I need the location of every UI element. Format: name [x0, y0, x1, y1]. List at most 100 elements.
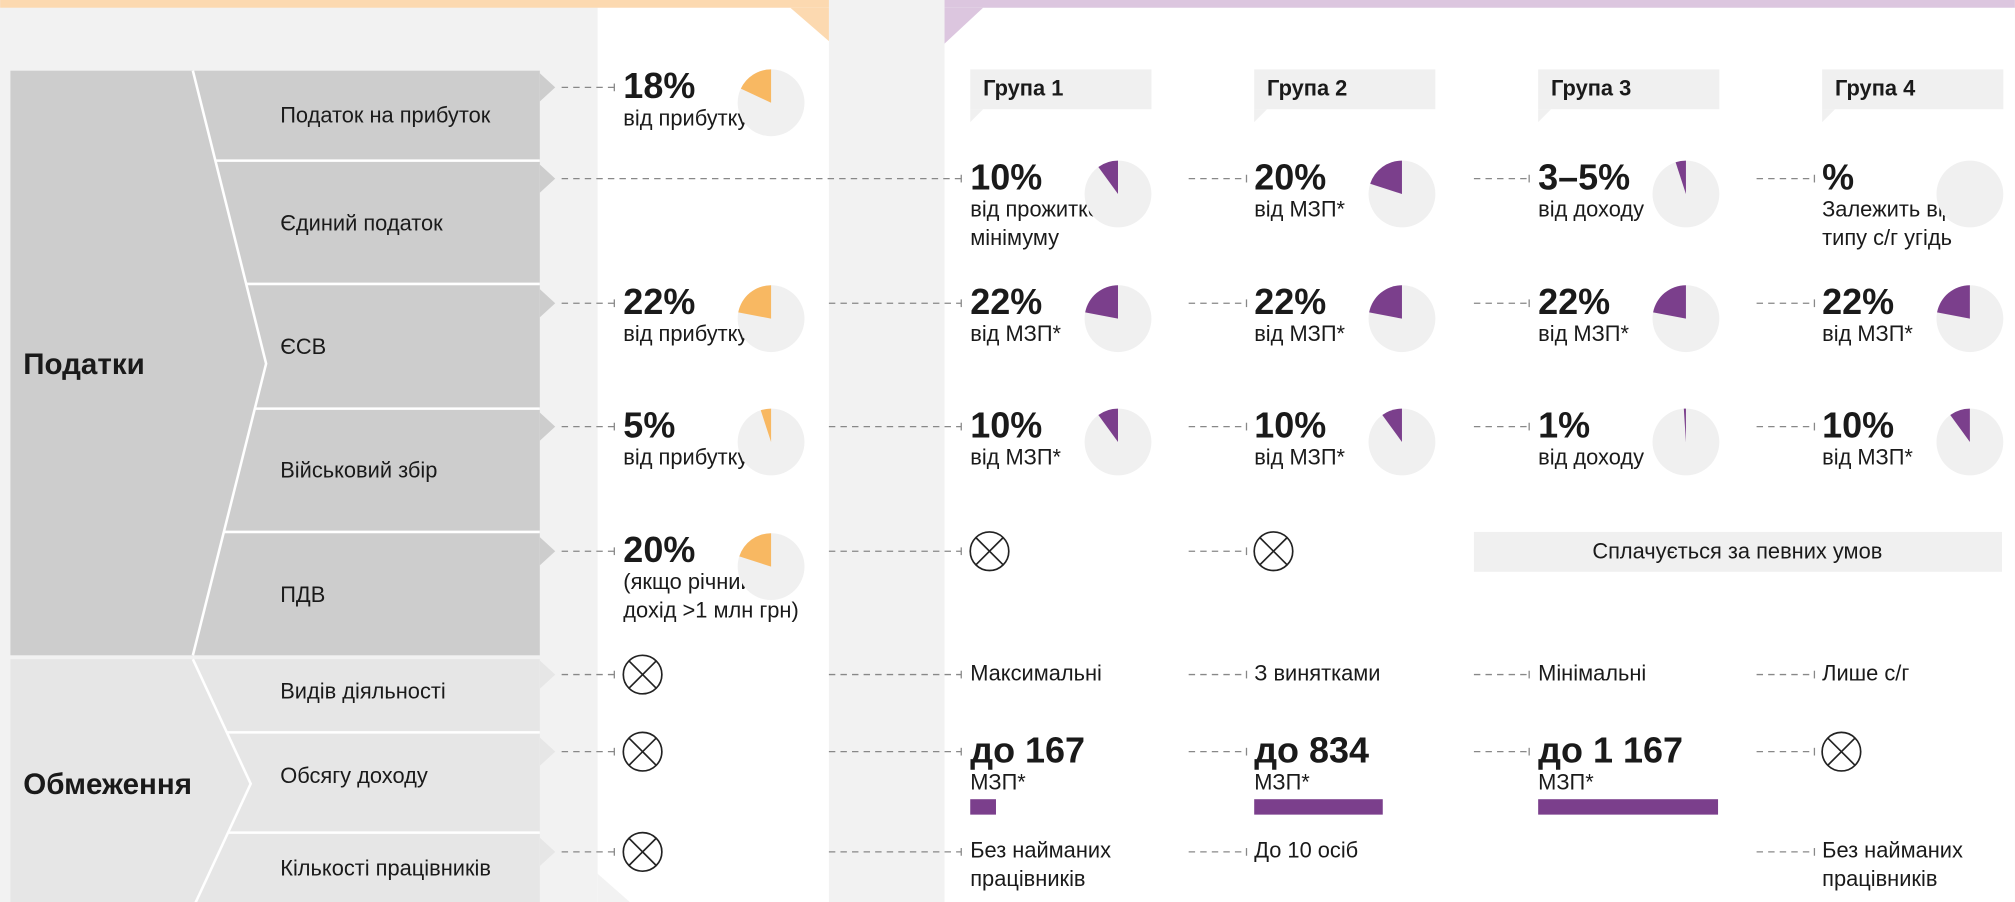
limits-block [10, 659, 540, 902]
group-header: Група 4 [1835, 76, 1916, 101]
pie-background [1652, 408, 1720, 476]
note-text: від МЗП* [970, 444, 1061, 469]
row-anchor [539, 412, 556, 441]
pie-slice [1098, 160, 1119, 195]
bar [970, 799, 996, 815]
pie-slice [1675, 160, 1686, 195]
value-label: % [1822, 156, 1854, 197]
value-label: до 1 167 [1538, 729, 1683, 770]
value-label: 10% [1254, 404, 1326, 445]
group-header: Група 2 [1267, 76, 1347, 101]
note-text: Максимальні [970, 660, 1102, 685]
row-anchor [539, 73, 556, 102]
note-text: від МЗП* [1822, 444, 1913, 469]
bar [1254, 799, 1383, 815]
pie-slice [1653, 285, 1686, 319]
value-label: 3–5% [1538, 156, 1630, 197]
note-text: від прибутку [623, 321, 748, 346]
group-header-box [1254, 69, 1436, 110]
row-label: Кількості працівників [280, 856, 491, 881]
not-applicable-icon [622, 731, 663, 772]
value-label: до 167 [970, 729, 1085, 770]
orange-bar [0, 0, 829, 8]
row-label: Податок на прибуток [280, 103, 490, 128]
group-header-tail [1254, 109, 1268, 123]
value-label: до 834 [1254, 729, 1369, 770]
value-label: 20% [1254, 156, 1326, 197]
not-applicable-icon [628, 737, 657, 766]
row-label: Єдиний податок [280, 211, 443, 236]
pie-background [1652, 160, 1720, 228]
pie-slice [1369, 285, 1402, 319]
value-label: 22% [1822, 281, 1894, 322]
value-label: 10% [1822, 404, 1894, 445]
group-header: Група 1 [983, 76, 1063, 101]
section-label: Обмеження [23, 768, 192, 801]
pie-slice [1382, 408, 1402, 443]
taxes-block [10, 70, 540, 656]
row-label: ПДВ [280, 582, 325, 607]
note-text: типу с/г угідь [1822, 225, 1952, 250]
row-anchor [539, 660, 556, 689]
note-text: від прибутку [623, 444, 748, 469]
not-applicable-icon [622, 831, 663, 872]
note-text: від МЗП* [1822, 321, 1913, 346]
not-applicable-icon [1827, 737, 1856, 766]
note-text: З винятками [1254, 660, 1380, 685]
group-header-box [1822, 69, 2004, 110]
row-anchor [539, 537, 556, 566]
group-header: Група 3 [1551, 76, 1631, 101]
row-anchor [539, 737, 556, 766]
note-text: Сплачується за певних умов [1592, 538, 1882, 563]
not-applicable-icon [1253, 531, 1294, 572]
note-text: МЗП* [1538, 770, 1594, 795]
pie-slice [1950, 408, 1970, 443]
row-label: Обсягу доходу [280, 763, 428, 788]
value-label: 5% [623, 404, 675, 445]
note-text: Без найманих [970, 838, 1111, 863]
chevron [191, 658, 253, 902]
note-text: До 10 осіб [1254, 838, 1358, 863]
not-applicable-icon [628, 660, 657, 689]
pie-background [1936, 160, 2004, 228]
note-text: працівників [1822, 866, 1937, 891]
pie-background [1084, 408, 1152, 476]
row-anchor [539, 289, 556, 318]
note-text: від МЗП* [1254, 196, 1345, 221]
pie-slice [760, 408, 772, 443]
value-label: 22% [970, 281, 1042, 322]
note-text: від МЗП* [970, 321, 1061, 346]
not-applicable-icon [622, 654, 663, 695]
pie-slice [738, 285, 772, 319]
purple-corner [944, 7, 984, 44]
row-label: Військовий збір [280, 457, 437, 482]
value-label: 10% [970, 404, 1042, 445]
note-text: від МЗП* [1254, 321, 1345, 346]
pie-slice [739, 533, 772, 567]
pie-slice [740, 69, 772, 103]
note-text: мінімуму [970, 225, 1059, 250]
bar [1538, 799, 1719, 815]
value-label: 18% [623, 65, 695, 106]
row-dividers [214, 159, 540, 834]
group-header-box [1538, 69, 1720, 110]
group-header-box [970, 69, 1152, 110]
not-applicable-icon [628, 837, 657, 866]
note-text: від прибутку [623, 105, 748, 130]
value-label: 1% [1538, 404, 1590, 445]
row-anchor [539, 837, 556, 867]
note-text: від доходу [1538, 196, 1644, 221]
note-text: від МЗП* [1538, 321, 1629, 346]
note-text: від доходу [1538, 444, 1644, 469]
note-text: МЗП* [970, 770, 1026, 795]
note-text: Лише с/г [1822, 660, 1909, 685]
note-text: від МЗП* [1254, 444, 1345, 469]
note-text: (якщо річний [623, 569, 752, 594]
value-label: 22% [1538, 281, 1610, 322]
not-applicable-icon [975, 537, 1004, 566]
pie-slice [1085, 285, 1119, 319]
note-text: Без найманих [1822, 838, 1963, 863]
not-applicable-icon [969, 531, 1010, 572]
